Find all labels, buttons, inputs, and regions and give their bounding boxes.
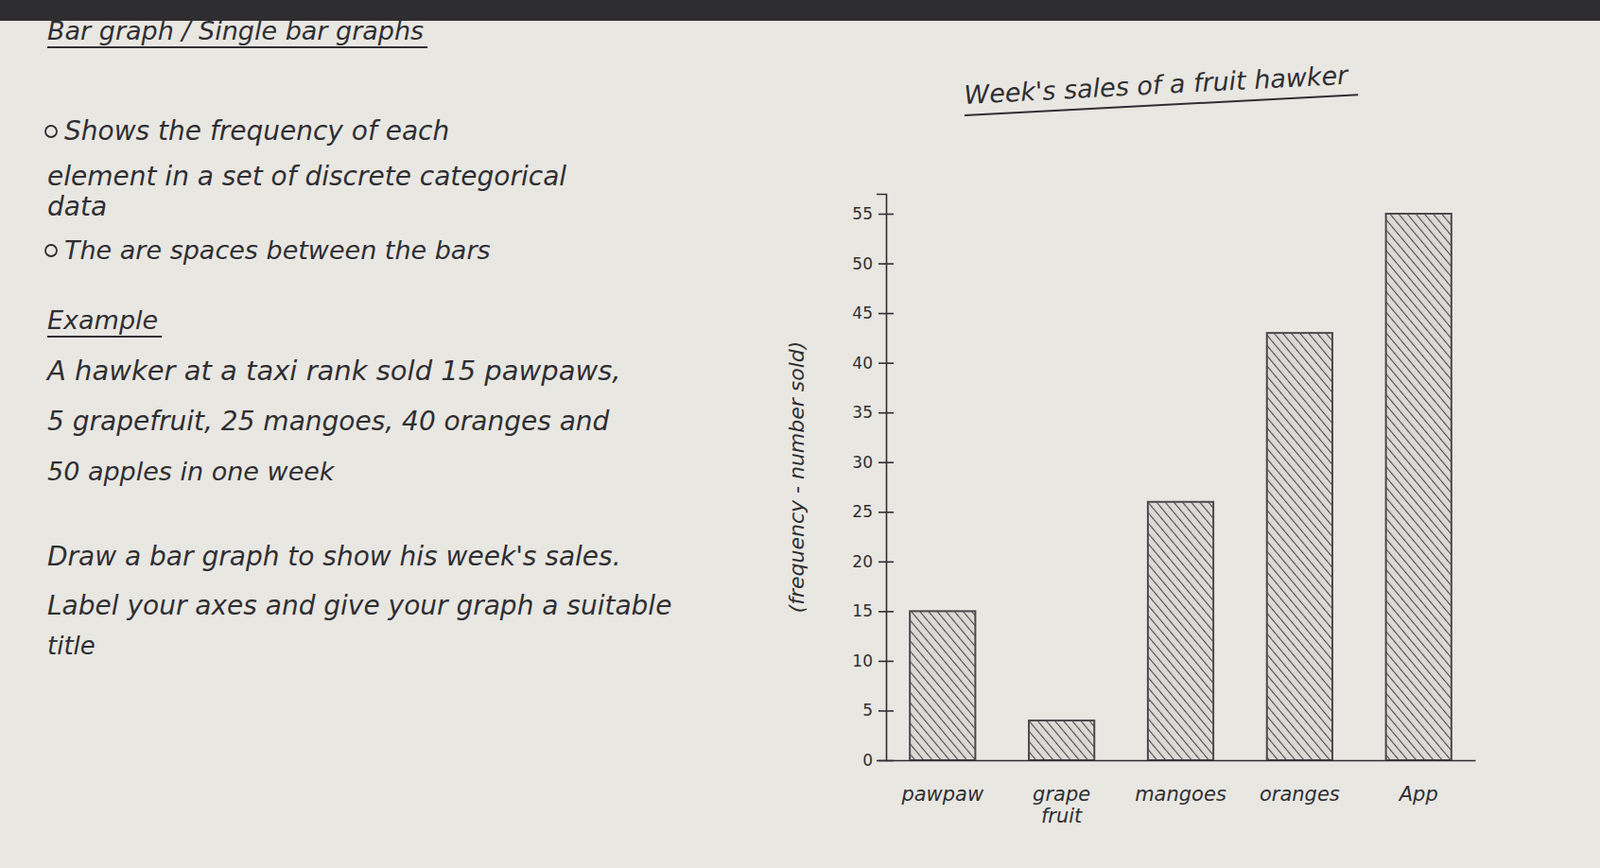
bar [1267,332,1333,761]
y-tick-mark [878,362,894,365]
x-tick-label: App [1397,782,1439,806]
paper [0,0,1600,868]
bullet [45,125,57,138]
y-tick-label: 50 [852,254,873,274]
y-tick-label: 55 [852,204,873,224]
y-tick: 45 [852,303,894,323]
page: Bar graph / Single bar graphs Shows the f… [0,0,1600,868]
note-line: The are spaces between the bars [64,235,491,265]
y-tick-mark [878,461,894,464]
underline [47,46,428,49]
y-tick-label: 10 [852,651,873,671]
x-tick-label: grapefruit [1032,782,1091,828]
note-line: element in a set of discrete categorical [47,160,567,192]
y-tick-mark [878,710,894,713]
y-tick-mark [878,561,894,564]
x-tick-label: mangoes [1134,782,1227,806]
bullet [45,244,57,257]
y-tick: 5 [862,700,894,720]
y-tick: 25 [852,502,894,522]
y-tick: 30 [852,452,894,472]
y-tick: 35 [852,402,894,422]
x-tick: App [1397,760,1439,806]
x-axis-line [886,760,1477,763]
heading: Bar graph / Single bar graphs [47,16,424,46]
note-line: 50 apples in one week [47,456,336,487]
y-tick-label: 0 [862,750,873,770]
y-tick-mark [878,660,894,663]
underline [47,335,162,338]
y-tick-label: 20 [852,552,873,572]
x-tick: mangoes [1134,760,1227,806]
y-tick-mark [878,610,894,613]
y-tick-label: 15 [852,601,873,621]
bar [1147,502,1214,761]
y-tick: 40 [852,353,894,373]
bar [1386,213,1452,761]
y-tick: 20 [852,552,894,572]
note-line: Label your axes and give your graph a su… [47,590,672,622]
y-tick: 15 [852,601,894,621]
y-tick-label: 25 [852,502,873,522]
note-line: Example [47,305,158,335]
y-axis-title: (frequency - number sold) [784,341,809,614]
notes: Bar graph / Single bar graphs Shows the f… [45,16,672,661]
y-tick-label: 45 [852,303,873,323]
y-tick: 10 [852,651,894,671]
y-tick-mark [878,412,894,415]
x-tick: grapefruit [1032,760,1091,828]
paper-sheet [0,20,1600,868]
x-axis: pawpaw grapefruit mangoes oranges App [886,760,1477,828]
bars [909,213,1452,761]
note-line: Shows the frequency of each [64,115,450,147]
x-tick-label: oranges [1259,782,1340,806]
y-tick: 50 [852,254,894,274]
note-line: A hawker at a taxi rank sold 15 pawpaws, [45,354,622,387]
x-tick: pawpaw [900,760,985,806]
y-axis-line [876,194,887,762]
note-line: 5 grapefruit, 25 mangoes, 40 oranges and [47,405,610,437]
note-line: data [47,191,107,223]
y-tick-label: 30 [852,452,873,472]
y-tick-mark [878,262,894,265]
note-line: Draw a bar graph to show his week's sale… [47,540,622,573]
y-tick-mark [878,213,894,216]
x-tick-label: pawpaw [900,782,985,806]
y-tick: 55 [852,204,894,224]
y-tick-label: 35 [852,402,873,422]
y-tick-mark [878,511,894,514]
y-tick-label: 5 [862,700,873,720]
chart-title: Week's sales of a fruit hawker [963,60,1351,110]
bar [1028,720,1095,761]
x-tick: oranges [1259,760,1340,806]
y-tick-mark [878,313,894,315]
bar [909,610,975,761]
title-underline [964,94,1358,116]
y-tick-label: 40 [852,353,873,373]
note-line: title [47,631,96,661]
y-axis: 0 5 10 15 20 25 30 35 40 45 50 55 [852,194,894,770]
